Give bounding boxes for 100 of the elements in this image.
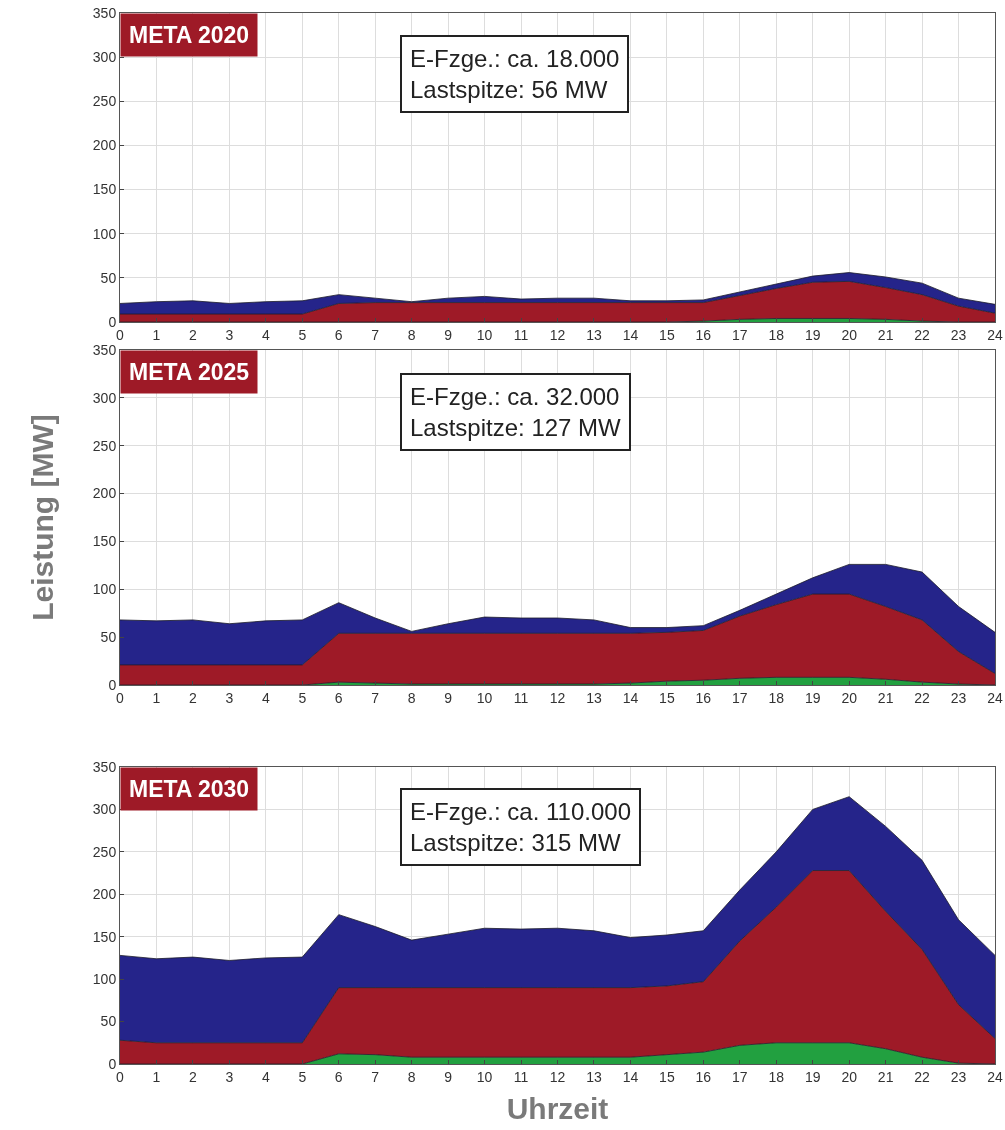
- annotation: Lastspitze: 127 MW: [410, 414, 622, 442]
- y-tick-label: 50: [100, 269, 117, 286]
- x-tick-label: 8: [407, 1068, 416, 1085]
- x-tick-label: 7: [371, 1068, 380, 1085]
- y-tick-label: 250: [92, 843, 117, 860]
- x-tick-label: 22: [914, 689, 931, 706]
- x-tick-label: 20: [841, 326, 858, 343]
- x-tick-label: 5: [298, 689, 307, 706]
- x-tick-label: 12: [549, 689, 566, 706]
- x-tick-label: 13: [586, 689, 602, 706]
- x-tick-label: 21: [877, 326, 894, 343]
- x-tick-label: 1: [152, 1068, 161, 1085]
- annotation: E-Fzge.: ca. 18.000: [410, 45, 620, 72]
- y-tick-label: 50: [100, 629, 117, 646]
- x-tick-label: 18: [768, 326, 785, 343]
- x-tick-label: 5: [298, 1068, 307, 1085]
- y-tick-label: 0: [108, 676, 117, 693]
- x-tick-label: 3: [225, 1068, 234, 1085]
- x-tick-label: 7: [371, 689, 380, 706]
- x-tick-label: 11: [513, 326, 529, 343]
- x-tick-label: 15: [659, 689, 675, 706]
- x-tick-label: 21: [877, 689, 894, 706]
- x-tick-label: 17: [732, 1068, 748, 1085]
- y-tick-label: 300: [92, 49, 117, 66]
- x-tick-label: 9: [444, 689, 453, 706]
- y-tick-label: 250: [92, 93, 117, 110]
- x-tick-label: 7: [371, 326, 380, 343]
- x-tick-label: 10: [476, 1068, 493, 1085]
- x-tick-label: 19: [804, 1068, 821, 1085]
- y-tick-label: 0: [108, 313, 117, 330]
- x-tick-label: 12: [549, 1068, 566, 1085]
- y-tick-label: 300: [92, 389, 117, 406]
- x-tick-label: 18: [768, 1068, 785, 1085]
- y-tick-label: 200: [92, 137, 117, 154]
- y-tick-label: 200: [92, 886, 117, 903]
- x-tick-label: 6: [334, 689, 343, 706]
- x-tick-label: 14: [622, 326, 639, 343]
- y-tick-label: 200: [92, 485, 117, 502]
- x-tick-label: 1: [152, 326, 161, 343]
- x-tick-label: 6: [334, 1068, 343, 1085]
- y-tick-label: 0: [108, 1055, 117, 1072]
- y-tick-label: 50: [100, 1013, 117, 1030]
- y-tick-label: 250: [92, 437, 117, 454]
- annotation: META 2020: [129, 22, 250, 48]
- annotation: Lastspitze: 315 MW: [410, 829, 622, 857]
- x-tick-label: 8: [407, 326, 416, 343]
- x-tick-label: 22: [914, 1068, 931, 1085]
- x-tick-label: 4: [261, 1068, 270, 1085]
- annotation: Lastspitze: 56 MW: [410, 76, 608, 104]
- x-tick-label: 5: [298, 326, 307, 343]
- x-tick-label: 13: [586, 326, 602, 343]
- x-tick-label: 12: [549, 326, 566, 343]
- y-tick-label: 100: [92, 971, 117, 988]
- x-tick-label: 23: [950, 1068, 967, 1085]
- x-tick-label: 15: [659, 326, 675, 343]
- x-tick-label: 9: [444, 1068, 453, 1085]
- y-tick-label: 150: [92, 928, 117, 945]
- annotation: META 2030: [129, 776, 250, 802]
- y-tick-label: 100: [92, 225, 117, 242]
- x-tick-label: 14: [622, 1068, 639, 1085]
- x-tick-label: 14: [622, 689, 639, 706]
- y-tick-label: 350: [92, 4, 117, 21]
- x-tick-label: 22: [914, 326, 931, 343]
- x-tick-label: 23: [950, 326, 967, 343]
- x-tick-label: 20: [841, 1068, 858, 1085]
- x-tick-label: 4: [261, 326, 270, 343]
- x-tick-label: 18: [768, 689, 785, 706]
- x-tick-label: 17: [732, 689, 748, 706]
- x-tick-label: 16: [695, 326, 712, 343]
- x-tick-label: 10: [476, 689, 493, 706]
- x-tick-label: 9: [444, 326, 453, 343]
- x-tick-label: 4: [261, 689, 270, 706]
- y-tick-label: 350: [92, 341, 117, 358]
- x-tick-label: 8: [407, 689, 416, 706]
- x-tick-label: 6: [334, 326, 343, 343]
- x-tick-label: 11: [513, 689, 529, 706]
- x-tick-label: 20: [841, 689, 858, 706]
- x-tick-label: 13: [586, 1068, 602, 1085]
- x-tick-label: 11: [513, 1068, 529, 1085]
- x-tick-label: 24: [987, 1068, 1003, 1085]
- y-tick-label: 150: [92, 533, 117, 550]
- x-tick-label: 3: [225, 326, 234, 343]
- annotation: E-Fzge.: ca. 110.000: [410, 798, 632, 825]
- x-tick-label: 24: [987, 326, 1003, 343]
- x-tick-label: 1: [152, 689, 161, 706]
- x-tick-label: 21: [877, 1068, 894, 1085]
- y-tick-label: 350: [92, 758, 117, 775]
- x-tick-label: 2: [189, 1068, 198, 1085]
- y-tick-label: 150: [92, 181, 117, 198]
- x-tick-label: 3: [225, 689, 234, 706]
- x-tick-label: 23: [950, 689, 967, 706]
- x-tick-label: 15: [659, 1068, 675, 1085]
- x-tick-label: 16: [695, 1068, 712, 1085]
- y-tick-label: 300: [92, 801, 117, 818]
- x-tick-label: 2: [189, 689, 198, 706]
- x-tick-label: 24: [987, 689, 1003, 706]
- x-tick-label: 19: [804, 689, 821, 706]
- x-tick-label: 10: [476, 326, 493, 343]
- x-tick-label: 17: [732, 326, 748, 343]
- x-axis-title: Uhrzeit: [506, 1092, 609, 1126]
